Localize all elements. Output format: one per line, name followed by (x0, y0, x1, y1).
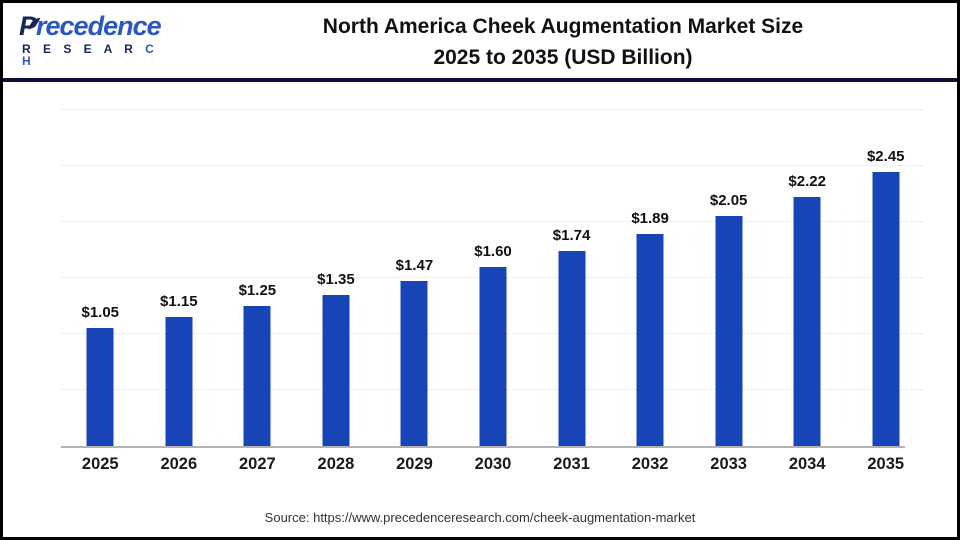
page-title: North America Cheek Augmentation Market … (183, 11, 943, 73)
bar-slot-2030: $1.60 (454, 110, 533, 446)
bar-value-label-2026: $1.15 (160, 293, 198, 311)
bar-2034 (793, 197, 821, 446)
gridline-2.5 (61, 165, 925, 166)
x-tick-label-2029: 2029 (396, 455, 433, 473)
title-line-1: North America Cheek Augmentation Market … (322, 15, 804, 38)
gridline-3.0 (61, 109, 925, 110)
bar-value-label-2027: $1.25 (238, 282, 277, 299)
bar-slot-2025: $1.05 (61, 110, 140, 446)
x-axis-labels: 2025 2026 2027 2028 2029 2030 2031 2032 2033 2034… (61, 455, 925, 474)
bar-value-label-2033: $2.05 (709, 192, 748, 210)
precedence-logo: Precedence R E S E A R C H (19, 11, 179, 68)
source-text: Source: https://www.precedenceresearch.c… (264, 510, 696, 525)
title-line-2: 2025 to 2035 (USD Billion) (433, 46, 693, 69)
bar-slot-2032: $1.89 (611, 110, 690, 446)
x-tick-label-2035: 2035 (867, 455, 905, 473)
x-tick-label-2027: 2027 (239, 455, 276, 473)
bar-value-label-2029: $1.47 (395, 257, 434, 275)
bar-slot-2026: $1.15 (140, 110, 219, 446)
x-tick-label-2030: 2030 (474, 455, 512, 473)
x-tick-label-2031: 2031 (553, 455, 590, 473)
bar-2032 (636, 234, 664, 446)
bar-2030 (479, 266, 507, 446)
bar-2027 (243, 306, 271, 446)
bar-slot-2031: $1.74 (532, 110, 611, 446)
bar-slot-2029: $1.47 (375, 110, 454, 446)
bar-2029 (400, 281, 428, 446)
bar-value-label-2031: $1.74 (552, 227, 591, 245)
bar-2035 (872, 171, 900, 446)
bar-slot-2033: $2.05 (689, 110, 768, 446)
bar-slot-2034: $2.22 (768, 110, 847, 446)
bar-2028 (322, 294, 350, 446)
plot-area: $1.05 $1.15 $1.25 $1.35 $1.47 $1.60 $1.74 $1.89… (61, 109, 925, 448)
x-tick-label-2034: 2034 (788, 455, 826, 473)
x-tick-label-2025: 2025 (81, 455, 119, 473)
bar-value-label-2030: $1.60 (474, 242, 512, 260)
logo-subtitle: R E S E A R C H (22, 42, 159, 68)
bar-2026 (165, 317, 193, 446)
bar-slot-2027: $1.25 (218, 110, 297, 446)
bar-value-label-2034: $2.22 (788, 173, 826, 191)
gridline-2.0 (61, 221, 925, 222)
leaf-icon (28, 17, 41, 30)
x-tick-label-2028: 2028 (317, 455, 355, 473)
x-tick-label-2032: 2032 (631, 455, 669, 473)
logo-wordmark: Precedence (19, 11, 162, 41)
bar-2033 (715, 216, 743, 446)
bars-container: $1.05 $1.15 $1.25 $1.35 $1.47 $1.60 $1.74 $1.89… (61, 110, 925, 446)
bar-value-label-2032: $1.89 (631, 210, 669, 228)
x-tick-label-2026: 2026 (160, 455, 198, 473)
bar-slot-2028: $1.35 (297, 110, 376, 446)
bar-value-label-2028: $1.35 (317, 270, 355, 288)
header: Precedence R E S E A R C H North America… (3, 3, 957, 82)
header-divider (3, 78, 957, 82)
bar-2025 (86, 328, 114, 446)
x-axis-line (61, 446, 905, 448)
x-tick-label-2033: 2033 (710, 455, 747, 473)
bar-value-label-2035: $2.45 (866, 147, 905, 165)
bar-2031 (558, 251, 586, 446)
bar-value-label-2025: $1.05 (81, 304, 120, 322)
bar-slot-2035: $2.45 (846, 110, 925, 446)
